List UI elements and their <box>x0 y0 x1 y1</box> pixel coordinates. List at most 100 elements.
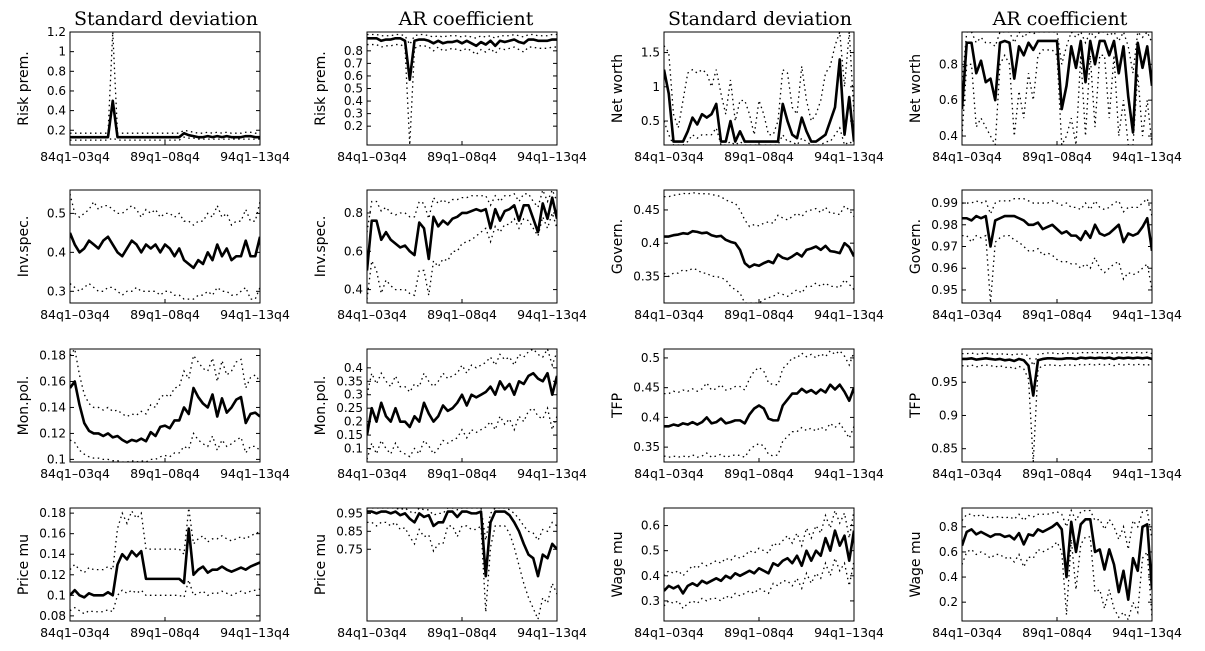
panel-data <box>70 349 260 462</box>
median-line <box>664 529 854 595</box>
panel-data <box>962 508 1152 621</box>
panel-3: 0.5 1 1.5 84q1–03q4 89q1–08q4 94q1–13q4 Net wo… <box>610 31 884 164</box>
y-tick-label: 0.25 <box>336 401 363 415</box>
panel-data <box>962 32 1152 145</box>
y-tick-label: 0.12 <box>39 426 66 440</box>
y-tick-label: 0.18 <box>39 348 66 362</box>
median-line <box>962 39 1152 134</box>
lower-band-line <box>367 210 557 300</box>
y-tick-label: 0.95 <box>931 283 958 297</box>
axes-frame <box>366 189 558 304</box>
y-axis-label: Net worth <box>908 54 924 123</box>
y-tick-label: 0.5 <box>641 544 660 558</box>
y-tick-label: 0.16 <box>39 527 66 541</box>
x-tick-label: 89q1–08q4 <box>1022 466 1092 481</box>
x-tick-label: 94q1–13q4 <box>517 625 587 640</box>
x-tick-label: 94q1–13q4 <box>814 466 884 481</box>
panel-16: 0.2 0.4 0.6 0.8 84q1–03q4 89q1–08q4 94q1–13q4 W… <box>908 507 1182 640</box>
x-tick-label: 89q1–08q4 <box>724 307 794 322</box>
upper-band-line <box>367 349 557 395</box>
y-tick-label: 0.6 <box>47 84 66 98</box>
x-tick-label: 89q1–08q4 <box>427 149 497 164</box>
median-line <box>367 510 557 578</box>
x-tick-label: 94q1–13q4 <box>814 149 884 164</box>
x-tick-label: 84q1–03q4 <box>40 307 110 322</box>
median-line <box>367 371 557 436</box>
axes-frame <box>961 189 1153 304</box>
y-axis-label: Price mu <box>16 534 32 595</box>
x-tick-label: 89q1–08q4 <box>1022 307 1092 322</box>
y-tick-label: 0.6 <box>939 545 958 559</box>
y-tick-label: 0.98 <box>931 218 958 232</box>
y-tick-label: 0.4 <box>47 245 66 259</box>
y-tick-label: 0.95 <box>931 375 958 389</box>
lower-band-line <box>962 49 1152 145</box>
x-tick-label: 89q1–08q4 <box>427 625 497 640</box>
y-tick-label: 0.6 <box>344 69 363 83</box>
x-tick-label: 94q1–13q4 <box>814 625 884 640</box>
y-tick-label: 0.5 <box>344 82 363 96</box>
y-tick-label: 0.8 <box>939 520 958 534</box>
upper-band-line <box>70 349 260 418</box>
y-tick-label: 0.14 <box>39 400 66 414</box>
median-line <box>664 58 854 143</box>
y-tick-label: 0.5 <box>641 114 660 128</box>
panel-data <box>70 32 260 141</box>
y-tick-label: 0.4 <box>939 129 958 143</box>
upper-band-line <box>962 508 1152 550</box>
median-line <box>962 214 1152 252</box>
x-tick-label: 89q1–08q4 <box>130 466 200 481</box>
x-tick-label: 94q1–13q4 <box>220 307 290 322</box>
y-tick-label: 0.6 <box>641 519 660 533</box>
y-tick-label: 0.2 <box>939 595 958 609</box>
panel-data <box>962 197 1152 303</box>
axes-frame <box>366 507 558 622</box>
axes-frame <box>69 189 261 304</box>
panel-13: 0.08 0.1 0.12 0.14 0.16 0.18 84q1–03q4 89q1–08q… <box>16 506 290 640</box>
x-tick-label: 89q1–08q4 <box>130 149 200 164</box>
panel-data <box>664 191 854 303</box>
y-tick-label: 0.9 <box>939 408 958 422</box>
median-line <box>962 518 1152 601</box>
y-axis-label: Risk prem. <box>313 51 329 126</box>
lower-band-line <box>962 234 1152 303</box>
upper-band-line <box>367 508 557 542</box>
y-tick-label: 0.2 <box>344 415 363 429</box>
x-tick-label: 84q1–03q4 <box>337 466 407 481</box>
lower-band-line <box>367 406 557 460</box>
lower-band-line <box>367 43 557 145</box>
y-tick-label: 0.35 <box>633 269 660 283</box>
axes-frame <box>69 31 261 146</box>
y-tick-label: 0.7 <box>344 56 363 70</box>
x-tick-label: 84q1–03q4 <box>634 307 704 322</box>
x-tick-label: 84q1–03q4 <box>634 625 704 640</box>
x-tick-label: 89q1–08q4 <box>1022 625 1092 640</box>
panel-6: 0.4 0.6 0.8 84q1–03q4 89q1–08q4 94q1–13q4 Inv.… <box>313 189 587 322</box>
median-line <box>70 380 260 444</box>
y-tick-label: 0.4 <box>641 410 660 424</box>
y-axis-label: Inv.spec. <box>313 216 329 278</box>
y-tick-label: 0.5 <box>641 351 660 365</box>
y-tick-label: 0.1 <box>47 588 66 602</box>
panel-12: 0.85 0.9 0.95 84q1–03q4 89q1–08q4 94q1–13q4 TF… <box>908 348 1182 481</box>
lower-band-line <box>70 282 260 300</box>
panel-data <box>367 349 557 460</box>
axes-frame <box>366 348 558 463</box>
y-tick-label: 0.95 <box>336 506 363 520</box>
lower-band-line <box>70 431 260 462</box>
y-axis-label: Inv.spec. <box>16 216 32 278</box>
x-tick-label: 94q1–13q4 <box>1112 466 1182 481</box>
y-tick-label: 0.5 <box>47 206 66 220</box>
panel-15: 0.3 0.4 0.5 0.6 84q1–03q4 89q1–08q4 94q1–13q4 W… <box>610 507 884 640</box>
x-tick-label: 84q1–03q4 <box>932 307 1002 322</box>
upper-band-line <box>367 190 557 233</box>
lower-band-line <box>367 521 557 621</box>
y-tick-label: 0.1 <box>47 452 66 466</box>
x-tick-label: 84q1–03q4 <box>932 466 1002 481</box>
axes-frame <box>663 31 855 146</box>
x-tick-label: 89q1–08q4 <box>1022 149 1092 164</box>
y-tick-label: 0.85 <box>931 442 958 456</box>
y-tick-label: 0.14 <box>39 547 66 561</box>
y-axis-label: Net worth <box>610 54 626 123</box>
column-title-4: AR coefficient <box>992 8 1128 30</box>
